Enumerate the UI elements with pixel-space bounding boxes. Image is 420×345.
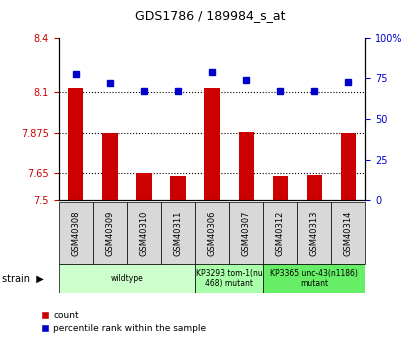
- Bar: [229, 202, 263, 264]
- Bar: [195, 264, 263, 293]
- Bar: [59, 264, 195, 293]
- Bar: [171, 176, 186, 200]
- Bar: [297, 202, 331, 264]
- Bar: [263, 264, 365, 293]
- Bar: [195, 202, 229, 264]
- Text: GDS1786 / 189984_s_at: GDS1786 / 189984_s_at: [135, 9, 285, 22]
- Bar: [205, 88, 220, 200]
- Text: GSM40313: GSM40313: [310, 210, 319, 256]
- Text: wildtype: wildtype: [110, 274, 143, 283]
- Bar: [273, 176, 288, 200]
- Text: GSM40309: GSM40309: [105, 210, 114, 256]
- Bar: [102, 132, 118, 200]
- Bar: [307, 175, 322, 200]
- Bar: [239, 132, 254, 200]
- Bar: [341, 134, 356, 200]
- Text: GSM40314: GSM40314: [344, 210, 353, 256]
- Bar: [161, 202, 195, 264]
- Text: KP3365 unc-43(n1186)
mutant: KP3365 unc-43(n1186) mutant: [270, 269, 358, 288]
- Bar: [127, 202, 161, 264]
- Bar: [59, 202, 93, 264]
- Bar: [93, 202, 127, 264]
- Bar: [331, 202, 365, 264]
- Text: GSM40306: GSM40306: [207, 210, 217, 256]
- Text: GSM40308: GSM40308: [71, 210, 80, 256]
- Legend: count, percentile rank within the sample: count, percentile rank within the sample: [38, 307, 210, 337]
- Text: GSM40310: GSM40310: [139, 210, 148, 256]
- Bar: [136, 173, 152, 200]
- Bar: [263, 202, 297, 264]
- Text: strain  ▶: strain ▶: [2, 274, 44, 284]
- Text: GSM40311: GSM40311: [173, 210, 183, 256]
- Text: GSM40312: GSM40312: [276, 210, 285, 256]
- Bar: [68, 88, 84, 200]
- Text: KP3293 tom-1(nu
468) mutant: KP3293 tom-1(nu 468) mutant: [196, 269, 262, 288]
- Text: GSM40307: GSM40307: [241, 210, 251, 256]
